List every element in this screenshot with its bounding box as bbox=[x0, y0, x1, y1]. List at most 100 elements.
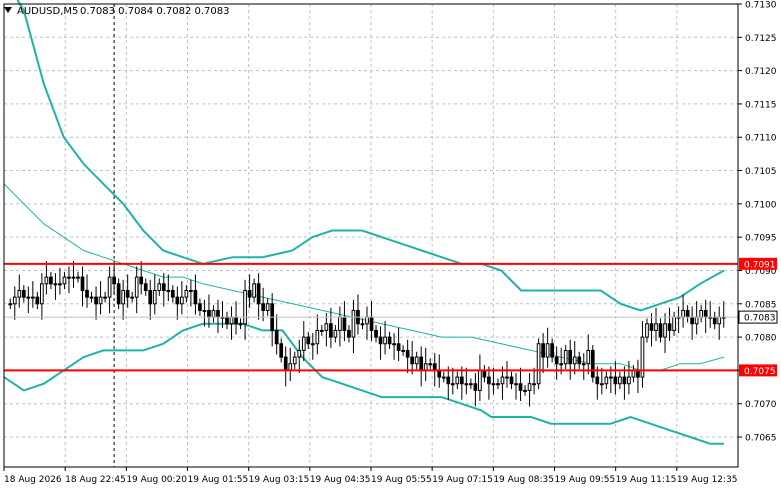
candle[interactable] bbox=[563, 345, 568, 370]
candle[interactable] bbox=[487, 366, 491, 400]
candle[interactable] bbox=[265, 298, 270, 316]
candle[interactable] bbox=[387, 331, 392, 350]
candle[interactable] bbox=[238, 318, 243, 330]
candle[interactable] bbox=[545, 327, 550, 368]
candle[interactable] bbox=[35, 291, 40, 310]
candle[interactable] bbox=[663, 313, 667, 354]
candle[interactable] bbox=[509, 371, 514, 390]
candle[interactable] bbox=[441, 371, 446, 383]
candle[interactable] bbox=[157, 278, 162, 296]
candle[interactable] bbox=[189, 279, 193, 307]
candle[interactable] bbox=[71, 261, 76, 288]
candle[interactable] bbox=[202, 299, 207, 327]
candle[interactable] bbox=[324, 313, 329, 347]
candle[interactable] bbox=[410, 341, 415, 375]
candle[interactable] bbox=[654, 307, 658, 342]
candle[interactable] bbox=[121, 279, 126, 320]
candle[interactable] bbox=[58, 267, 62, 295]
candle[interactable] bbox=[496, 378, 500, 390]
candle[interactable] bbox=[455, 371, 460, 390]
candle[interactable] bbox=[351, 299, 356, 354]
candle[interactable] bbox=[500, 366, 505, 400]
candle[interactable] bbox=[297, 339, 302, 374]
candle[interactable] bbox=[180, 281, 184, 315]
candle[interactable] bbox=[333, 325, 338, 343]
candle[interactable] bbox=[459, 366, 464, 400]
candle[interactable] bbox=[586, 334, 591, 375]
candle[interactable] bbox=[550, 338, 554, 363]
candle[interactable] bbox=[292, 351, 297, 370]
candle[interactable] bbox=[590, 345, 595, 383]
candle[interactable] bbox=[148, 279, 153, 320]
candle[interactable] bbox=[116, 278, 121, 310]
candle[interactable] bbox=[319, 325, 324, 336]
candle[interactable] bbox=[247, 274, 252, 308]
candle[interactable] bbox=[315, 314, 320, 355]
candle[interactable] bbox=[414, 351, 419, 370]
candle[interactable] bbox=[107, 266, 112, 314]
candle[interactable] bbox=[161, 273, 166, 307]
candle[interactable] bbox=[8, 298, 13, 310]
candle[interactable] bbox=[143, 278, 148, 296]
candle[interactable] bbox=[604, 371, 609, 390]
candle[interactable] bbox=[261, 287, 265, 322]
candle[interactable] bbox=[667, 307, 672, 342]
candle[interactable] bbox=[21, 285, 26, 303]
candle[interactable] bbox=[392, 333, 396, 360]
candle[interactable] bbox=[450, 367, 455, 395]
candle[interactable] bbox=[62, 271, 67, 290]
candle[interactable] bbox=[541, 333, 545, 374]
candle[interactable] bbox=[532, 367, 536, 395]
candle[interactable] bbox=[396, 327, 401, 362]
candle[interactable] bbox=[112, 261, 116, 295]
candle[interactable] bbox=[622, 366, 627, 400]
candle[interactable] bbox=[505, 361, 509, 388]
candle[interactable] bbox=[49, 271, 53, 290]
candle[interactable] bbox=[125, 274, 130, 308]
candle[interactable] bbox=[613, 361, 618, 395]
candle[interactable] bbox=[89, 291, 94, 303]
candle[interactable] bbox=[193, 274, 198, 315]
candle[interactable] bbox=[67, 266, 71, 294]
candle[interactable] bbox=[85, 274, 89, 308]
time-axis[interactable]: 18 Aug 2026 18 Aug 22:45 19 Aug 00:20 19 Au… bbox=[3, 467, 738, 485]
candle[interactable] bbox=[256, 273, 261, 320]
candle[interactable] bbox=[243, 279, 247, 340]
candle[interactable] bbox=[80, 266, 85, 307]
candle[interactable] bbox=[572, 341, 577, 375]
candle[interactable] bbox=[618, 371, 622, 390]
candle[interactable] bbox=[175, 286, 180, 320]
candle[interactable] bbox=[491, 367, 496, 395]
candle[interactable] bbox=[274, 314, 279, 355]
candle[interactable] bbox=[40, 273, 44, 320]
candle[interactable] bbox=[53, 273, 58, 300]
candle[interactable] bbox=[301, 321, 306, 362]
candle[interactable] bbox=[581, 353, 586, 380]
candle[interactable] bbox=[98, 281, 103, 315]
candle[interactable] bbox=[94, 286, 98, 320]
candle[interactable] bbox=[30, 281, 35, 308]
candle[interactable] bbox=[645, 318, 649, 343]
candle[interactable] bbox=[252, 278, 256, 303]
candle[interactable] bbox=[599, 367, 604, 395]
candle[interactable] bbox=[514, 373, 518, 400]
candle[interactable] bbox=[130, 291, 135, 303]
horizontal-levels[interactable] bbox=[4, 262, 738, 372]
candle[interactable] bbox=[12, 286, 17, 320]
candle[interactable] bbox=[184, 285, 189, 303]
triangle-down-icon[interactable] bbox=[4, 7, 12, 13]
candle[interactable] bbox=[306, 331, 311, 350]
candle[interactable] bbox=[405, 339, 410, 374]
candle[interactable] bbox=[279, 338, 284, 363]
candle[interactable] bbox=[401, 345, 405, 356]
candle[interactable] bbox=[428, 358, 433, 370]
candle[interactable] bbox=[523, 385, 527, 396]
candle[interactable] bbox=[139, 261, 144, 295]
candle[interactable] bbox=[446, 366, 451, 400]
candle[interactable] bbox=[152, 274, 157, 315]
candle[interactable] bbox=[464, 367, 469, 395]
candle[interactable] bbox=[360, 318, 365, 330]
candle[interactable] bbox=[44, 261, 49, 295]
candle[interactable] bbox=[568, 339, 573, 380]
